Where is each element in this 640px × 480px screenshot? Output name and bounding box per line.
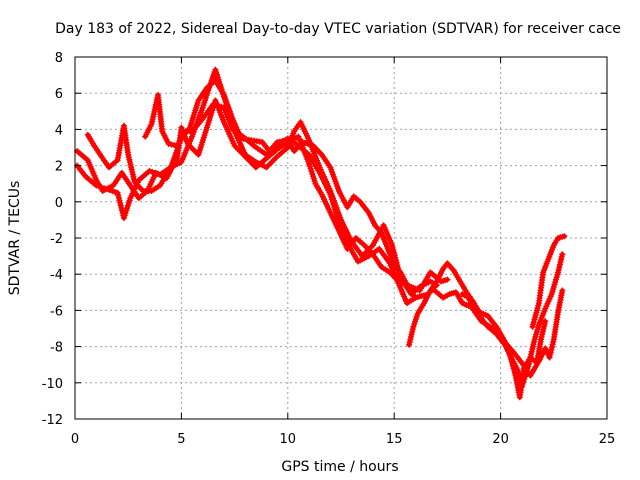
y-tick-labels: -12 -10 -8 -6 -4 -2 0 2 4 6 8: [42, 51, 63, 428]
data-point-plus: [215, 102, 222, 109]
y-tick-label: -10: [42, 377, 63, 392]
data-point-plus: [561, 233, 568, 240]
data-point-plus: [305, 140, 312, 147]
data-series-group: [74, 66, 568, 401]
data-series-satellite-track-8: [529, 233, 568, 330]
x-tick-label: 0: [71, 432, 79, 447]
data-point-plus: [218, 103, 225, 110]
y-tick-label: 6: [55, 87, 63, 102]
y-tick-label: -8: [50, 341, 63, 356]
data-point-plus: [299, 139, 306, 146]
data-point-plus: [559, 287, 566, 294]
series-line: [74, 67, 440, 297]
y-tick-label: 2: [55, 160, 63, 175]
data-series-satellite-track-4: [142, 92, 438, 301]
data-point-plus: [559, 251, 566, 258]
y-tick-label: 8: [55, 51, 63, 66]
chart-title: Day 183 of 2022, Sidereal Day-to-day VTE…: [55, 21, 621, 37]
y-tick-label: -6: [50, 304, 63, 319]
y-tick-label: -2: [50, 232, 63, 247]
data-point-plus: [542, 318, 549, 325]
x-tick-label: 10: [280, 432, 297, 447]
y-tick-label: -4: [50, 268, 63, 283]
x-tick-label: 5: [177, 432, 185, 447]
data-series-satellite-track-7: [459, 287, 566, 379]
x-tick-label: 25: [599, 432, 616, 447]
x-axis-label: GPS time / hours: [281, 459, 398, 475]
data-point-plus: [212, 101, 219, 108]
data-point-plus: [109, 187, 116, 194]
data-point-plus: [302, 139, 309, 146]
y-axis-label: SDTVAR / TECUs: [7, 181, 23, 296]
x-tick-label: 15: [386, 432, 403, 447]
data-point-plus: [444, 276, 451, 283]
y-tick-label: -12: [42, 413, 63, 428]
x-tick-label: 20: [492, 432, 509, 447]
y-tick-label: 4: [55, 123, 63, 138]
axis-ticks: [74, 56, 608, 420]
data-point-plus: [111, 188, 118, 195]
y-tick-label: 0: [55, 196, 63, 211]
x-tick-labels: 0 5 10 15 20 25: [71, 432, 615, 447]
data-point-plus: [210, 101, 217, 108]
data-point-plus: [146, 168, 153, 175]
data-point-plus: [307, 141, 314, 148]
